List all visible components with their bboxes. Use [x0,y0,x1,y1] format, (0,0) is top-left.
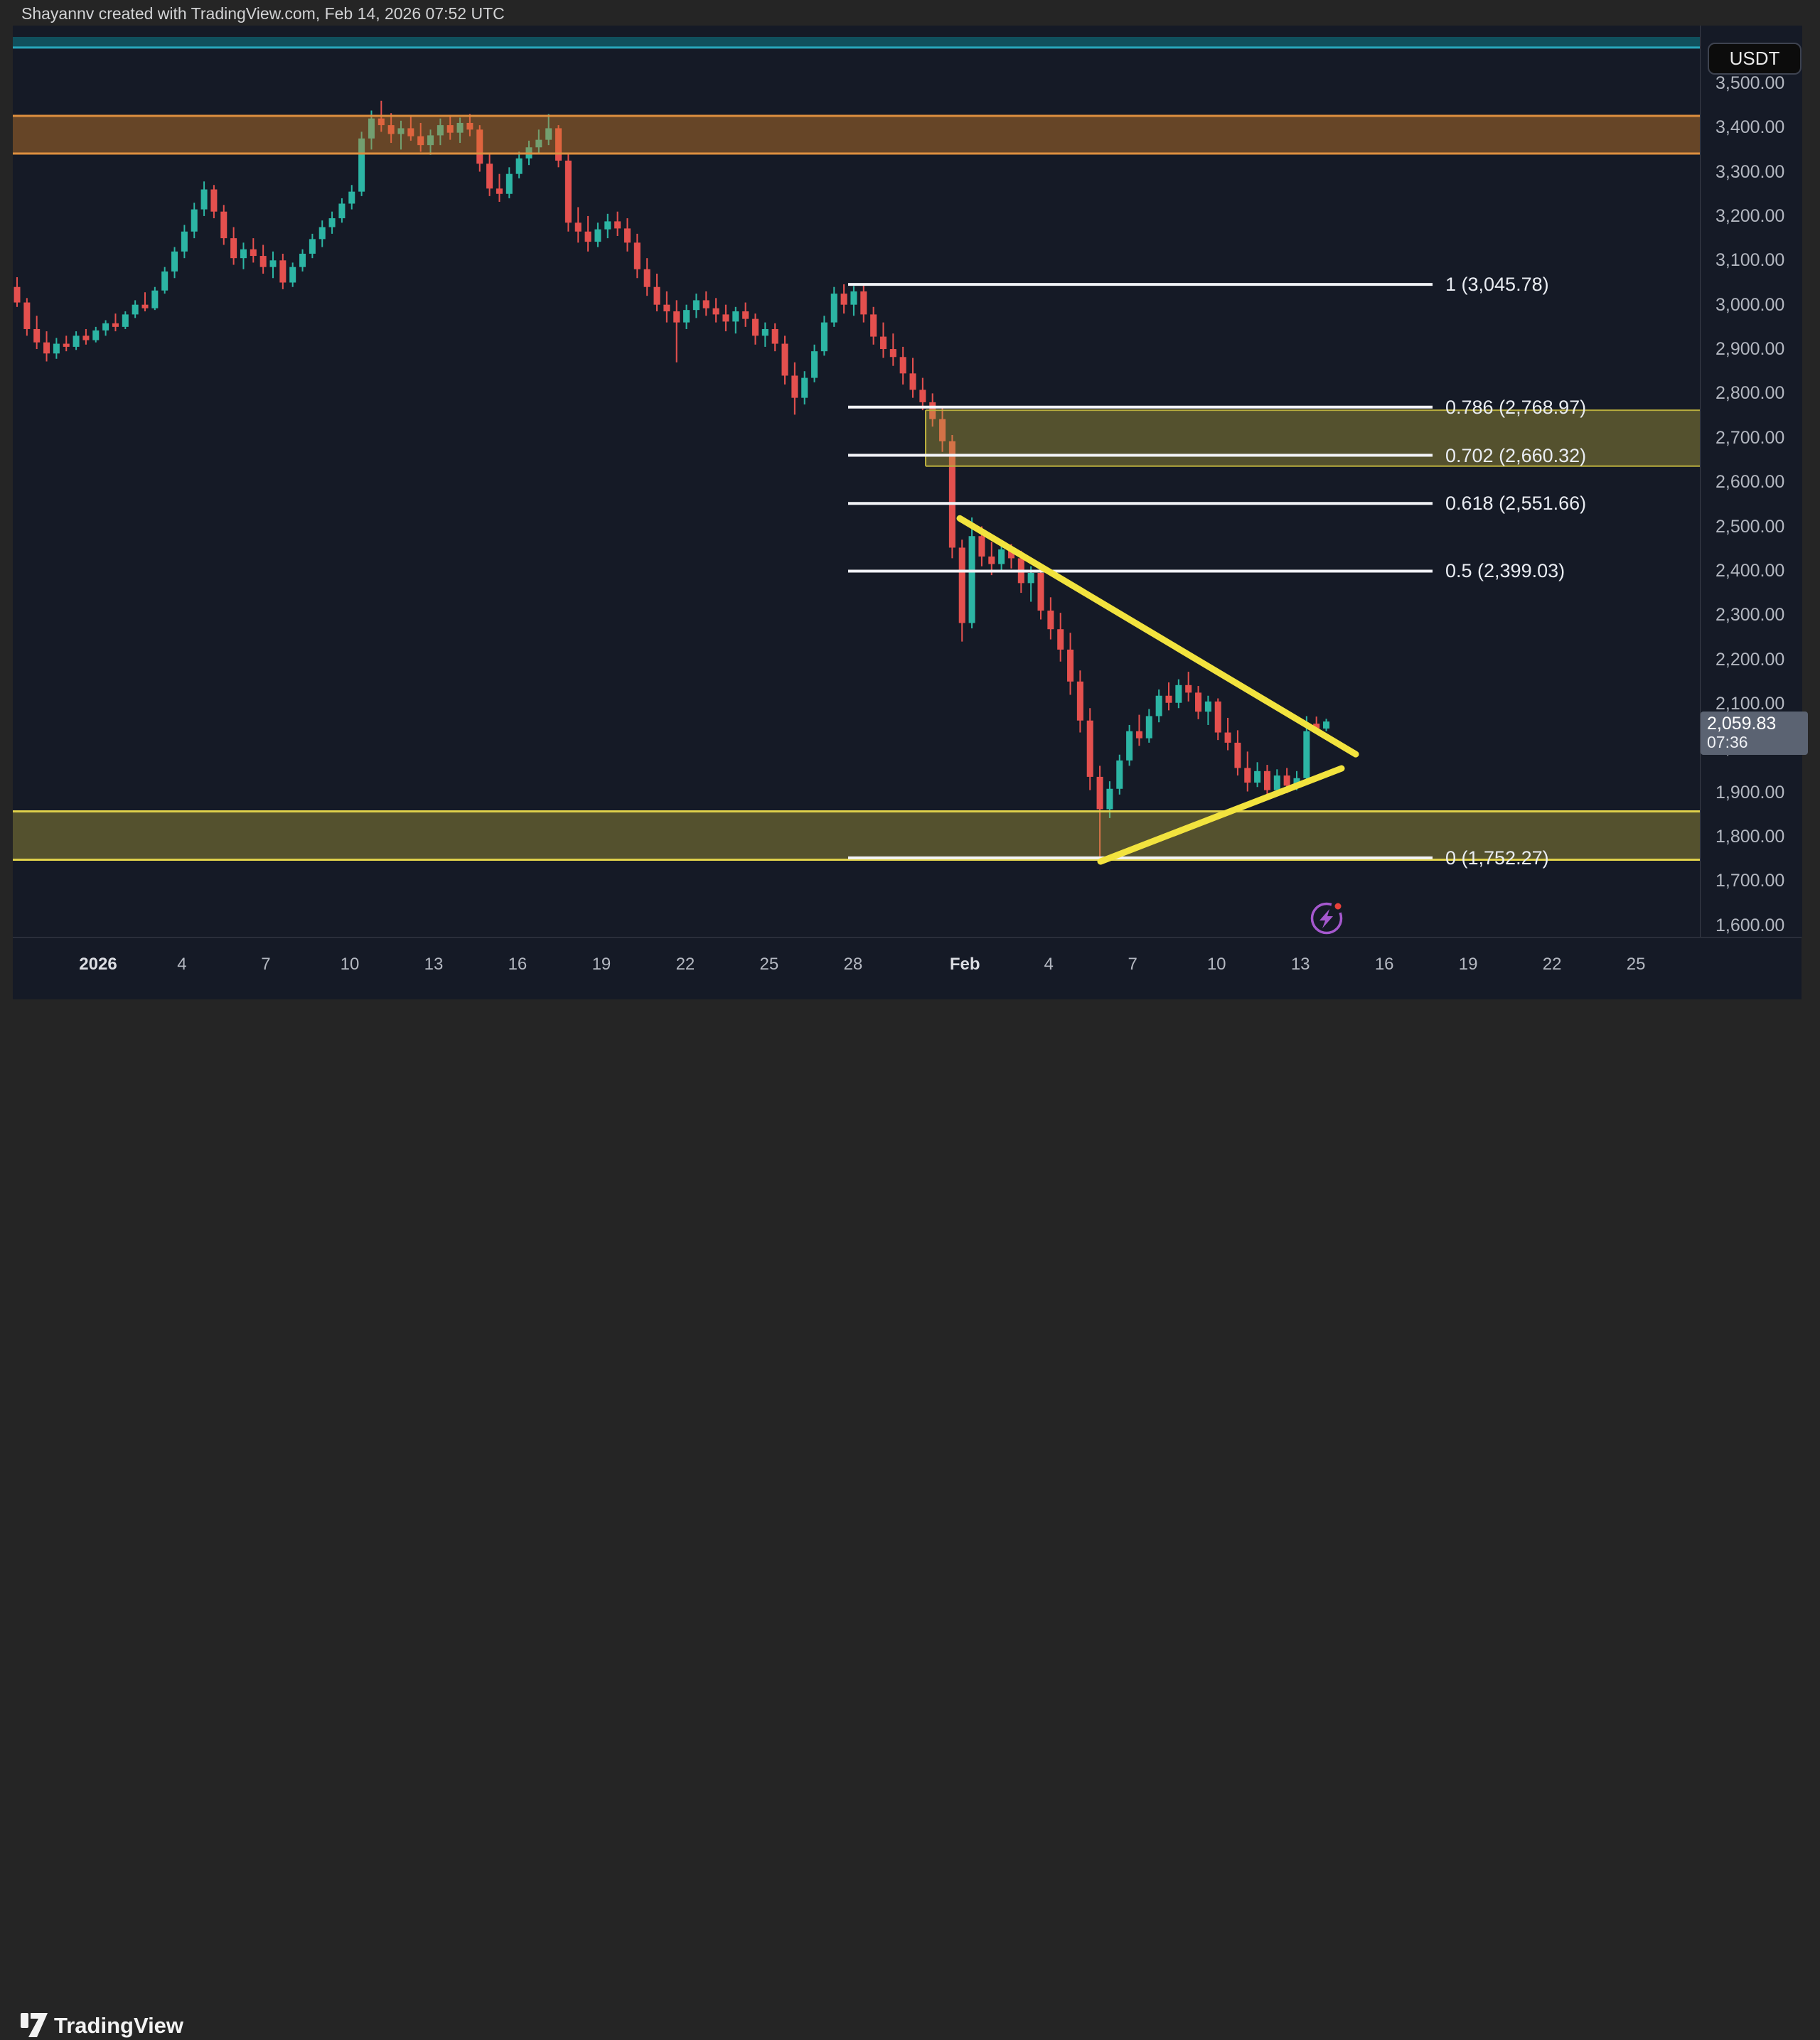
price-tick: 2,300.00 [1715,605,1785,626]
price-tick: 3,100.00 [1715,250,1785,271]
date-tick: 13 [1290,955,1310,974]
date-tick: 22 [675,955,695,974]
price-tick: 3,300.00 [1715,161,1785,182]
chart-pane[interactable] [13,26,1700,937]
date-tick: 19 [592,955,611,974]
tradingview-logo-icon[interactable] [20,2012,51,2040]
price-tick: 1,600.00 [1715,915,1785,935]
price-tick: 1,700.00 [1715,871,1785,891]
date-tick: 13 [424,955,444,974]
date-tick: 7 [261,955,271,974]
date-tick: 25 [1626,955,1646,974]
price-tick: 1,800.00 [1715,827,1785,847]
date-tick: 4 [1044,955,1054,974]
date-tick: 28 [843,955,863,974]
date-tick: 22 [1542,955,1562,974]
price-tick: 2,700.00 [1715,427,1785,448]
last-price-label: 2,059.83 07:36 [1701,712,1808,756]
date-tick: 19 [1458,955,1478,974]
chart-attribution-title: Shayannv created with TradingView.com, F… [21,4,505,23]
price-tick: 2,400.00 [1715,560,1785,581]
date-tick: Feb [949,955,980,974]
date-tick: 16 [508,955,528,974]
currency-toggle-button[interactable]: USDT [1708,43,1802,75]
price-tick: 3,200.00 [1715,205,1785,226]
price-tick: 1,900.00 [1715,782,1785,802]
date-tick: 10 [1206,955,1226,974]
price-tick: 3,000.00 [1715,294,1785,315]
price-tick: 3,500.00 [1715,73,1785,93]
header-bar: Shayannv created with TradingView.com, F… [0,0,1820,26]
date-tick: 16 [1374,955,1394,974]
price-tick: 2,100.00 [1715,694,1785,714]
price-tick: 2,200.00 [1715,649,1785,670]
date-tick: 25 [759,955,779,974]
date-tick: 7 [1128,955,1138,974]
date-axis[interactable]: 2026 4 7 10 13 16 19 22 25 28 Feb 4 7 10 13 16 19 22 25 [13,937,1802,1000]
last-price-value: 2,059.83 [1707,714,1777,734]
tradingview-brand-text[interactable]: TradingView [54,2013,184,2038]
price-tick: 3,400.00 [1715,117,1785,138]
price-axis[interactable]: 3,500.00 3,400.00 3,300.00 3,200.00 3,100.00… [1700,26,1802,937]
price-tick: 2,800.00 [1715,383,1785,404]
price-tick: 2,500.00 [1715,516,1785,537]
candle-countdown: 07:36 [1707,733,1748,752]
date-tick: 4 [177,955,187,974]
date-tick: 2026 [79,955,117,974]
price-tick: 2,600.00 [1715,472,1785,493]
price-tick: 2,900.00 [1715,339,1785,360]
footer-bar: TradingView [0,999,1820,2038]
date-tick: 10 [340,955,360,974]
